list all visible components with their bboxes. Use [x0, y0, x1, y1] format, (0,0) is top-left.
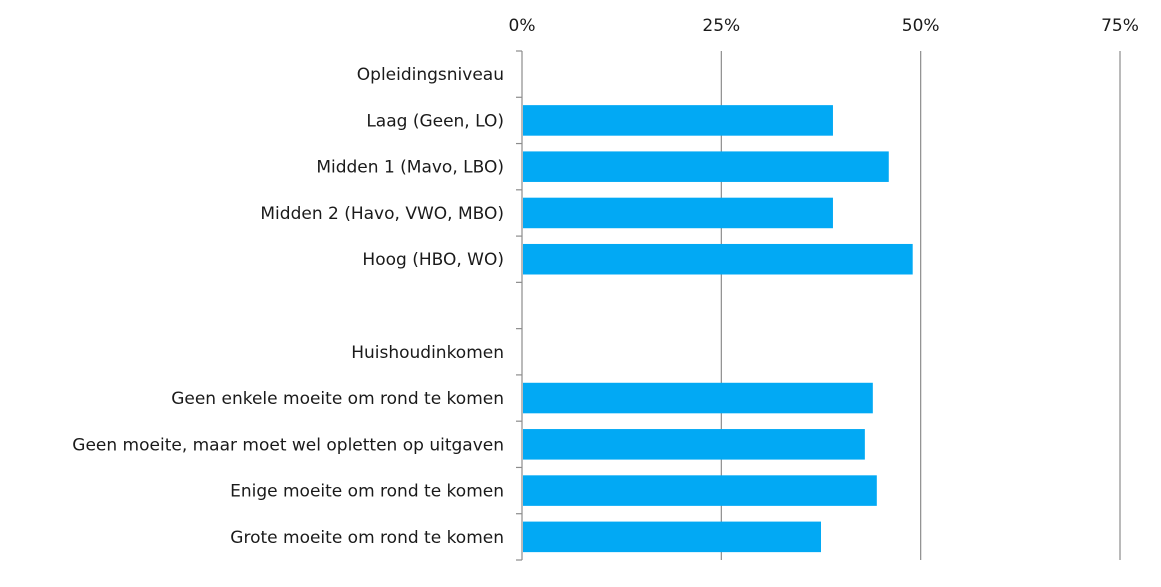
bar — [523, 382, 873, 414]
bar — [523, 429, 865, 460]
category-label: Laag (Geen, LO) — [366, 111, 504, 131]
x-tick-labels: 0% 25% 50% 75% — [509, 16, 1139, 36]
bar — [523, 243, 913, 275]
category-label: Grote moeite om rond te komen — [230, 528, 504, 548]
category-label: Opleidingsniveau — [357, 65, 504, 85]
category-label: Midden 2 (Havo, VWO, MBO) — [260, 204, 504, 224]
x-tick-label: 0% — [509, 16, 536, 36]
category-label: Midden 1 (Mavo, LBO) — [316, 158, 504, 178]
bar — [523, 197, 833, 229]
bar — [523, 105, 833, 136]
category-label: Geen moeite, maar moet wel opletten op u… — [72, 435, 504, 455]
bar — [523, 475, 877, 506]
bars — [523, 105, 913, 553]
bar — [523, 151, 889, 182]
x-tick-label: 25% — [702, 16, 740, 36]
y-axis — [516, 50, 523, 561]
x-tick-label: 50% — [902, 16, 940, 36]
x-tick-label: 75% — [1101, 16, 1139, 36]
category-label: Hoog (HBO, WO) — [362, 250, 504, 270]
category-label: Geen enkele moeite om rond te komen — [171, 389, 504, 409]
category-labels: Opleidingsniveau Laag (Geen, LO) Midden 1 … — [72, 65, 504, 548]
bar — [523, 521, 821, 553]
category-label: Enige moeite om rond te komen — [230, 482, 504, 502]
category-label: Huishoudinkomen — [351, 343, 504, 363]
gridlines — [720, 51, 1121, 560]
